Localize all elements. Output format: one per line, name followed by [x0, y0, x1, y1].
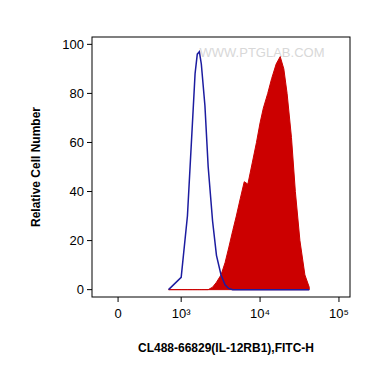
line-series [169, 52, 310, 290]
watermark: WWW.PTGLAB.COM [200, 45, 325, 60]
x-tick [181, 297, 182, 302]
plot-frame [92, 37, 350, 297]
plot-area [169, 52, 310, 290]
y-tick [87, 240, 92, 241]
x-tick-label: 10⁵ [329, 306, 349, 321]
x-tick-label: 0 [114, 306, 121, 321]
y-tick [87, 44, 92, 45]
y-tick [87, 191, 92, 192]
y-axis-title: Relative Cell Number [29, 107, 43, 227]
y-tick-label: 60 [70, 135, 84, 150]
x-axis-title: CL488-66829(IL-12RB1),FITC-H [138, 341, 314, 355]
x-tick-label: 10³ [172, 306, 191, 321]
y-tick-label: 40 [70, 184, 84, 199]
chart: WWW.PTGLAB.COM 0 20 40 60 80 100 0 10³ 10⁴ 10⁵ CL48… [0, 0, 370, 367]
y-tick-label: 80 [70, 86, 84, 101]
y-tick [87, 93, 92, 94]
y-tick [87, 289, 92, 290]
x-tick [260, 297, 261, 302]
y-tick [87, 142, 92, 143]
y-tick-label: 20 [70, 233, 84, 248]
y-tick-label: 0 [77, 282, 84, 297]
x-tick [338, 297, 339, 302]
y-tick-label: 100 [62, 37, 84, 52]
x-tick [118, 297, 119, 302]
x-tick-label: 10⁴ [250, 306, 270, 321]
